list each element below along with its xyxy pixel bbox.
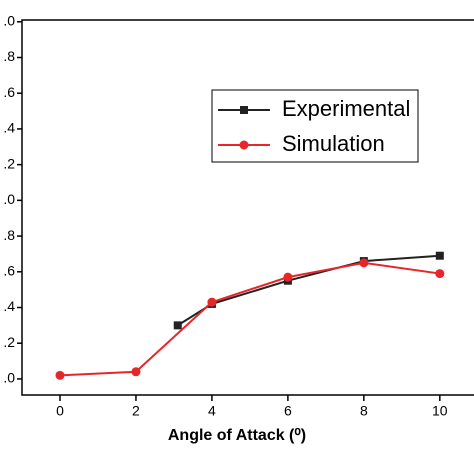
- x-tick-label: 0: [56, 403, 64, 419]
- marker: [55, 370, 65, 380]
- y-tick-label: .0: [3, 370, 15, 386]
- marker: [173, 321, 182, 330]
- y-tick-label: .8: [3, 48, 15, 64]
- marker: [207, 297, 217, 307]
- marker: [435, 251, 444, 260]
- y-tick-label: .4: [3, 120, 15, 136]
- marker: [131, 367, 141, 377]
- y-tick-label: .4: [3, 298, 15, 314]
- y-tick-label: .0: [3, 12, 15, 28]
- y-tick-label: .6: [3, 84, 15, 100]
- x-tick-label: 4: [208, 403, 216, 419]
- plot-frame: [21, 19, 474, 396]
- series-line: [177, 254, 440, 327]
- legend-box: [211, 89, 419, 163]
- y-tick-label: .2: [3, 334, 15, 350]
- y-tick-label: .2: [3, 155, 15, 171]
- marker: [283, 272, 293, 282]
- y-tick-label: .8: [3, 227, 15, 243]
- marker: [435, 269, 445, 279]
- legend-label: Simulation: [282, 131, 385, 156]
- series-line: [59, 261, 440, 377]
- x-tick-label: 10: [432, 403, 448, 419]
- legend-label: Experimental: [282, 96, 410, 121]
- x-tick-label: 2: [132, 403, 140, 419]
- y-tick-label: .0: [3, 191, 15, 207]
- x-tick-label: 6: [284, 403, 292, 419]
- x-axis-label: Angle of Attack (⁰): [168, 427, 306, 444]
- y-tick-label: .6: [3, 262, 15, 278]
- legend-marker: [240, 106, 248, 114]
- legend-marker: [239, 140, 249, 150]
- marker: [359, 258, 369, 268]
- x-tick-label: 8: [360, 403, 368, 419]
